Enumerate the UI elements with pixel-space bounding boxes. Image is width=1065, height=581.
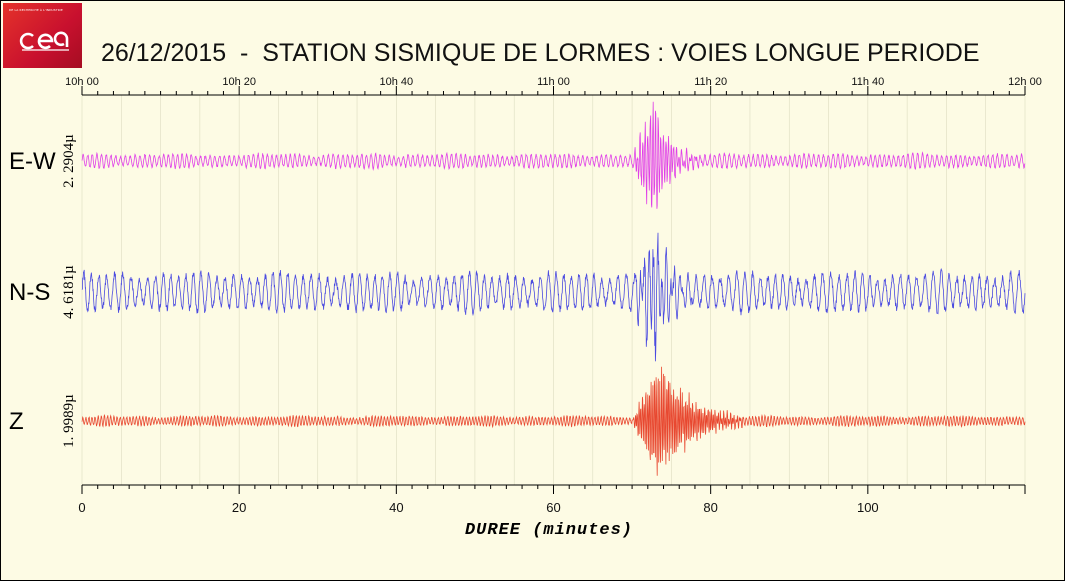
top-tick-label: 10h 40 (380, 76, 414, 88)
top-tick-label: 10h 00 (65, 76, 99, 88)
amplitude-label-n-s: 4. 6181µ (61, 265, 77, 319)
traces (81, 101, 1026, 476)
bottom-tick-label: 60 (546, 500, 560, 515)
bottom-tick-label: 0 (78, 500, 85, 515)
logo-tagline: DE LA RECHERCHE À L'INDUSTRIE (9, 8, 63, 12)
top-tick-label: 11h 00 (537, 76, 570, 88)
amplitude-label-e-w: 2. 2904µ (61, 134, 77, 188)
amplitude-label-z: 1. 9989µ (61, 394, 77, 448)
axes: 10h 00 10h 20 10h 40 11h 00 11h 20 11h 40 12h … (65, 76, 1042, 515)
chart-title: 26/12/2015 - STATION SISMIQUE DE LORMES … (101, 39, 980, 67)
channel-labels: E-W 2. 2904µ N-S 4. 6181µ Z 1. 9989µ (9, 134, 77, 448)
trace-e-w (81, 101, 1026, 209)
bottom-tick-label: 20 (232, 500, 246, 515)
top-tick-label: 10h 20 (222, 76, 256, 88)
trace-z (81, 366, 1026, 476)
bottom-tick-label: 100 (857, 500, 879, 515)
cea-logo-icon (19, 31, 69, 51)
top-tick-label: 11h 20 (694, 76, 727, 88)
top-tick-label: 12h 00 (1008, 76, 1042, 88)
cea-logo: DE LA RECHERCHE À L'INDUSTRIE (3, 3, 82, 68)
top-tick-label: 11h 40 (851, 76, 884, 88)
trace-n-s (81, 232, 1026, 362)
x-axis-label: DUREE (minutes) (465, 521, 633, 540)
channel-label-e-w: E-W (9, 148, 56, 175)
channel-label-n-s: N-S (9, 279, 50, 306)
channel-label-z: Z (9, 408, 24, 435)
bottom-tick-label: 40 (389, 500, 403, 515)
bottom-tick-label: 80 (703, 500, 717, 515)
